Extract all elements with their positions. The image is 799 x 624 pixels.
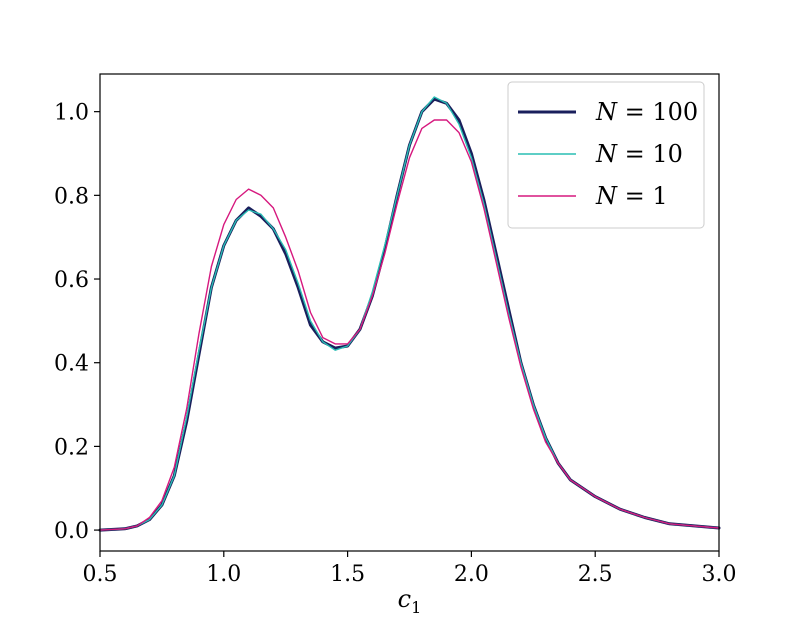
legend-label-2: N = 1: [595, 182, 668, 210]
x-tick-label: 2.5: [578, 562, 613, 587]
x-tick-label: 3.0: [702, 562, 737, 587]
y-tick-label: 0.6: [54, 268, 89, 293]
series-layer: [98, 96, 721, 532]
legend-label-0: N = 100: [595, 98, 698, 126]
ticks-layer: 0.5 1.0 1.5 2.0 2.5 3.0 0.0 0.2 0.4 0.6 0.8 1.0: [54, 101, 737, 587]
y-tick-label: 0.8: [54, 184, 89, 209]
x-tick-label: 1.5: [330, 562, 365, 587]
legend-box: [507, 81, 705, 229]
x-axis-label-subscript: 1: [411, 598, 421, 617]
series-line-2: [99, 119, 720, 531]
y-tick-label: 0.0: [54, 519, 89, 544]
legend: N = 100 N = 10 N = 1: [507, 81, 705, 229]
y-tick-label: 0.2: [54, 435, 89, 460]
x-tick-label: 2.0: [454, 562, 489, 587]
x-tick-label: 1.0: [206, 562, 241, 587]
x-axis-label: c1: [398, 585, 422, 617]
y-tick-label: 1.0: [54, 101, 89, 126]
x-tick-label: 0.5: [83, 562, 118, 587]
y-tick-label: 0.4: [54, 352, 89, 377]
legend-label-1: N = 10: [595, 140, 683, 168]
axes-frame: [99, 73, 720, 552]
